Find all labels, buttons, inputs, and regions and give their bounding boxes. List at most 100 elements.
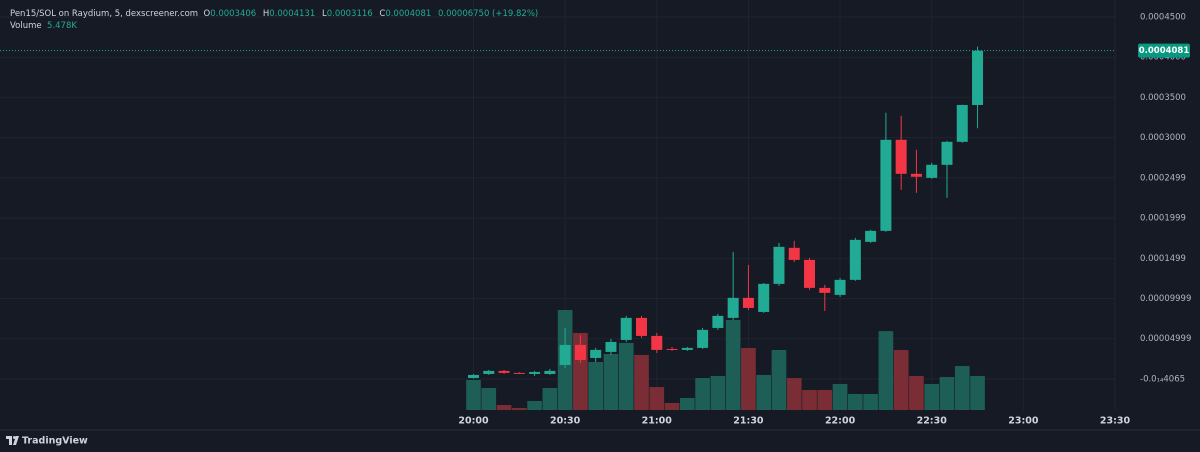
- volume-bar: [970, 375, 985, 410]
- logo-dot: [13, 436, 16, 439]
- volume-title: Volume: [10, 21, 42, 31]
- candle-body: [727, 297, 739, 318]
- candle-body: [941, 141, 953, 165]
- volume-bar: [848, 393, 863, 410]
- volume-bar: [786, 378, 802, 410]
- volume-bar: [832, 383, 848, 410]
- ohlc-key: H: [262, 9, 270, 19]
- candle-body: [926, 164, 938, 178]
- candle-body: [681, 347, 693, 350]
- candle-body: [620, 317, 632, 340]
- symbol-title: Pen15/SOL on Raydium, 5, dexscreener.com: [10, 9, 199, 19]
- candle-body: [544, 370, 556, 374]
- x-tick-label: 21:00: [642, 416, 673, 427]
- x-tick-label: 22:30: [917, 416, 948, 427]
- last-price-label: 0.0004081: [1139, 46, 1190, 56]
- y-tick-label: 0.0004000: [1140, 53, 1186, 63]
- ohlc-value: 0.0003406: [210, 9, 257, 19]
- candle-body: [574, 344, 586, 360]
- candle-body: [834, 279, 846, 295]
- volume-bar: [527, 400, 542, 410]
- candle-body: [559, 344, 571, 365]
- last-price-tag: [1138, 43, 1190, 58]
- volume-bar: [954, 366, 970, 410]
- y-tick-label: 0.0003500: [1140, 93, 1186, 103]
- volume-bar: [496, 405, 512, 410]
- candle-body: [697, 329, 709, 348]
- volume-bar: [939, 377, 955, 410]
- candle-body: [804, 259, 816, 288]
- ohlc-key: L: [321, 9, 327, 19]
- volume-bar: [466, 380, 481, 410]
- candle-body: [590, 349, 602, 358]
- volume-bar: [618, 342, 634, 410]
- volume-line: Volume 5.478K: [10, 21, 81, 31]
- candle-body: [712, 315, 724, 328]
- volume-bar: [802, 390, 817, 410]
- x-tick-label: 20:00: [458, 416, 489, 427]
- y-tick-label: 0.00009999: [1140, 294, 1191, 304]
- tradingview-logo: TradingView: [6, 436, 88, 447]
- candle-body: [910, 173, 922, 177]
- volume-bar: [603, 353, 619, 410]
- y-tick-label: 0.0003000: [1140, 133, 1186, 143]
- x-tick-label: 22:00: [825, 416, 856, 427]
- y-tick-label: -0.0₁₄4065: [1140, 374, 1185, 384]
- volume-bar: [817, 390, 833, 410]
- volume-bar: [924, 383, 940, 410]
- candle-body: [651, 335, 663, 350]
- x-tick-label: 21:30: [733, 416, 764, 427]
- x-tick-label: 23:00: [1008, 416, 1039, 427]
- volume-bar: [878, 331, 894, 410]
- candle-body: [758, 283, 770, 312]
- candle-body: [849, 239, 861, 280]
- volume-bar: [725, 319, 741, 410]
- y-tick-label: 0.0002499: [1140, 173, 1186, 183]
- volume-bar: [588, 361, 604, 410]
- candle-body: [773, 246, 785, 284]
- ohlc-key: C: [379, 9, 386, 19]
- axes: -0.0₁₄4065 0.00004999 0.00009999 0.0001499 0…: [458, 12, 1191, 426]
- candle-body: [742, 297, 754, 308]
- candle-body: [819, 287, 831, 293]
- candle-body: [498, 370, 510, 373]
- y-tick-label: 0.00004999: [1140, 334, 1191, 344]
- y-tick-label: 0.0001499: [1140, 254, 1186, 264]
- volume-bar: [542, 388, 558, 410]
- candle-body: [788, 247, 800, 260]
- y-tick-label: 0.0001999: [1140, 214, 1186, 224]
- volume-layer: [466, 310, 985, 410]
- candle-body: [605, 341, 617, 352]
- candle-body: [636, 317, 648, 336]
- candle-body: [880, 139, 892, 231]
- candle-body: [513, 372, 525, 374]
- candle-body: [483, 370, 495, 374]
- candle-body: [666, 348, 678, 350]
- candle-body: [956, 104, 968, 142]
- grid: [0, 0, 1116, 410]
- volume-bar: [511, 408, 527, 410]
- ohlc-value: 0.0004081: [385, 9, 432, 19]
- y-tick-label: 0.0004500: [1140, 12, 1186, 22]
- volume-bar: [634, 354, 649, 410]
- volume-bar: [893, 350, 909, 410]
- ohlc-key: O: [203, 9, 211, 19]
- volume-bar: [909, 376, 924, 410]
- volume-bar: [649, 387, 665, 410]
- volume-bar: [863, 393, 878, 410]
- candle-body: [467, 374, 479, 378]
- ohlc-value: 0.0003116: [326, 9, 373, 19]
- volume-bar: [771, 350, 787, 410]
- candle-body: [972, 50, 984, 105]
- candle-body: [865, 230, 877, 242]
- ohlc-value: 0.0004131: [269, 9, 316, 19]
- candle-body: [529, 371, 541, 374]
- x-tick-label: 23:30: [1100, 416, 1131, 427]
- volume-value: 5.478K: [47, 21, 77, 31]
- candle-body: [895, 139, 907, 174]
- volume-bar: [481, 388, 497, 410]
- volume-bar: [695, 378, 710, 410]
- x-tick-label: 20:30: [550, 416, 581, 427]
